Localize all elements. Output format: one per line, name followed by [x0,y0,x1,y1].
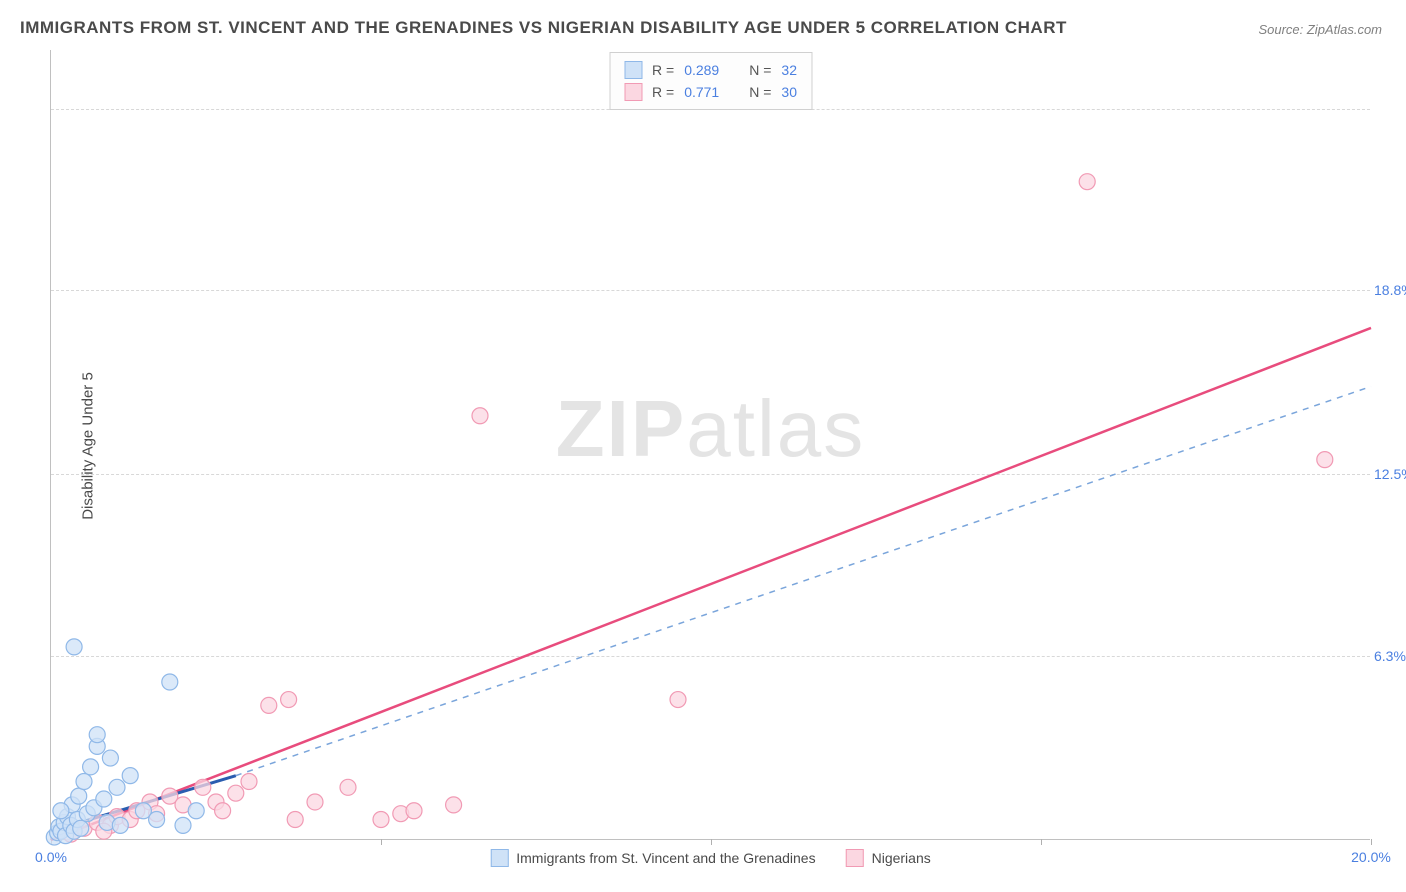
r-value: 0.771 [684,84,719,100]
x-tick [1371,839,1372,845]
data-point [109,779,125,795]
x-tick [1041,839,1042,845]
data-point [83,759,99,775]
y-tick-label: 6.3% [1374,648,1406,664]
data-point [102,750,118,766]
data-point [406,803,422,819]
r-value: 0.289 [684,62,719,78]
n-value: 30 [781,84,797,100]
correlation-legend: R = 0.289 N = 32 R = 0.771 N = 30 [609,52,812,110]
source-attribution: Source: ZipAtlas.com [1258,22,1382,37]
data-point [446,797,462,813]
data-point [53,803,69,819]
data-point [1079,174,1095,190]
data-point [281,692,297,708]
data-point [188,803,204,819]
data-point [96,791,112,807]
x-tick [711,839,712,845]
data-point [175,817,191,833]
legend-item-series2: Nigerians [846,849,931,867]
data-point [472,408,488,424]
data-point [89,727,105,743]
data-point [149,812,165,828]
data-point [215,803,231,819]
data-point [670,692,686,708]
regression-line [236,386,1371,775]
legend-swatch [490,849,508,867]
x-tick-label: 0.0% [35,849,67,865]
data-point [71,788,87,804]
y-tick-label: 12.5% [1374,466,1406,482]
data-point [73,820,89,836]
data-point [228,785,244,801]
data-point [195,779,211,795]
plot-area: ZIPatlas R = 0.289 N = 32 R = 0.771 N = … [50,50,1370,840]
legend-text: Immigrants from St. Vincent and the Gren… [516,850,815,866]
y-tick-label: 18.8% [1374,282,1406,298]
data-point [1317,452,1333,468]
n-label: N = [749,62,771,78]
series-legend: Immigrants from St. Vincent and the Gren… [490,849,930,867]
data-point [340,779,356,795]
data-point [76,773,92,789]
n-value: 32 [781,62,797,78]
regression-line [51,328,1371,840]
data-point [261,697,277,713]
legend-swatch [624,83,642,101]
n-label: N = [749,84,771,100]
legend-swatch [846,849,864,867]
data-point [307,794,323,810]
r-label: R = [652,84,674,100]
x-tick-label: 20.0% [1351,849,1391,865]
x-tick [381,839,382,845]
data-point [122,768,138,784]
legend-text: Nigerians [872,850,931,866]
scatter-svg [51,50,1370,839]
data-point [287,812,303,828]
legend-row-series1: R = 0.289 N = 32 [624,59,797,81]
data-point [66,639,82,655]
data-point [162,674,178,690]
r-label: R = [652,62,674,78]
legend-item-series1: Immigrants from St. Vincent and the Gren… [490,849,815,867]
legend-swatch [624,61,642,79]
chart-title: IMMIGRANTS FROM ST. VINCENT AND THE GREN… [20,18,1067,38]
data-point [373,812,389,828]
data-point [112,817,128,833]
data-point [241,773,257,789]
legend-row-series2: R = 0.771 N = 30 [624,81,797,103]
